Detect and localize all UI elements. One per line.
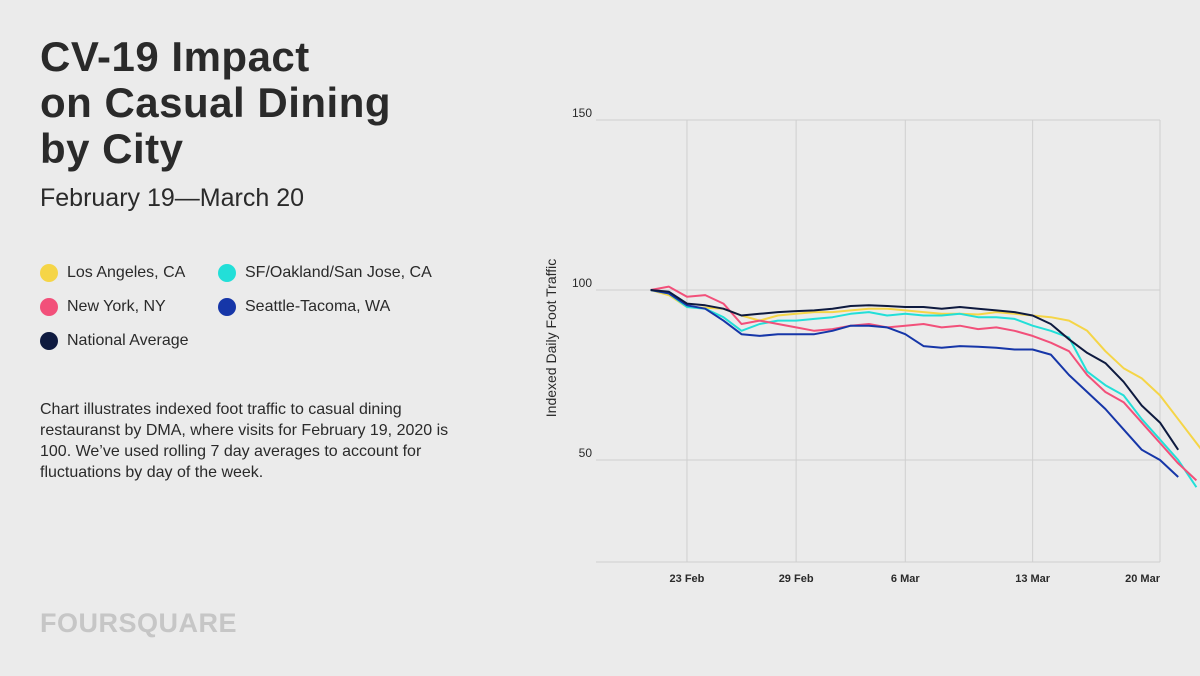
legend-item-sf-oakland-san-jose: SF/Oakland/San Jose, CA bbox=[218, 264, 432, 282]
chart-series bbox=[650, 285, 1200, 488]
chart-grid bbox=[596, 119, 1161, 563]
legend-item-seattle-tacoma: Seattle-Tacoma, WA bbox=[218, 298, 390, 316]
legend-label-national-average: National Average bbox=[67, 332, 189, 349]
y-axis-label: Indexed Daily Foot Traffic bbox=[543, 259, 559, 417]
series-line-seattle-tacoma-wa bbox=[650, 289, 1179, 478]
x-tick-label-20-mar: 20 Mar bbox=[1125, 573, 1161, 585]
legend-swatch-los-angeles bbox=[40, 264, 58, 282]
series-line-new-york-ny bbox=[650, 285, 1198, 482]
legend-label-new-york: New York, NY bbox=[67, 298, 166, 315]
legend-label-seattle-tacoma: Seattle-Tacoma, WA bbox=[245, 298, 391, 315]
legend-item-national-average: National Average bbox=[40, 332, 189, 350]
title-line-3: by City bbox=[40, 125, 184, 172]
title-line-2: on Casual Dining bbox=[40, 79, 392, 126]
chart-description: Chart illustrates indexed foot traffic t… bbox=[40, 401, 449, 481]
y-tick-label-150: 150 bbox=[572, 106, 592, 120]
legend-swatch-sf-oakland-san-jose bbox=[218, 264, 236, 282]
x-axis-ticks: 23 Feb 29 Feb 6 Mar 13 Mar 20 Mar bbox=[670, 573, 1161, 585]
series-line-sf-oakland-san-jose-ca bbox=[650, 289, 1198, 488]
legend-swatch-national-average bbox=[40, 332, 58, 350]
legend-swatch-seattle-tacoma bbox=[218, 298, 236, 316]
legend-item-los-angeles: Los Angeles, CA bbox=[40, 264, 185, 282]
x-tick-label-23-feb: 23 Feb bbox=[670, 573, 705, 585]
chart-subtitle: February 19—March 20 bbox=[40, 184, 305, 212]
chart-title: CV-19 Impact on Casual Dining by City bbox=[40, 34, 500, 172]
x-tick-label-6-mar: 6 Mar bbox=[891, 573, 920, 585]
legend-label-sf-oakland-san-jose: SF/Oakland/San Jose, CA bbox=[245, 264, 432, 281]
y-tick-label-100: 100 bbox=[572, 276, 592, 290]
y-tick-label-50: 50 bbox=[579, 446, 593, 460]
legend-label-los-angeles: Los Angeles, CA bbox=[67, 264, 186, 281]
x-tick-label-13-mar: 13 Mar bbox=[1015, 573, 1051, 585]
legend: Los Angeles, CA SF/Oakland/San Jose, CA … bbox=[40, 264, 500, 364]
legend-swatch-new-york bbox=[40, 298, 58, 316]
y-axis-ticks: 50 100 150 bbox=[572, 106, 592, 460]
foursquare-logo: FOURSQUARE bbox=[40, 608, 238, 638]
title-line-1: CV-19 Impact bbox=[40, 33, 310, 80]
series-line-national-average bbox=[650, 289, 1180, 451]
legend-item-new-york: New York, NY bbox=[40, 298, 166, 316]
x-tick-label-29-feb: 29 Feb bbox=[779, 573, 814, 585]
series-line-los-angeles-ca bbox=[650, 289, 1200, 450]
